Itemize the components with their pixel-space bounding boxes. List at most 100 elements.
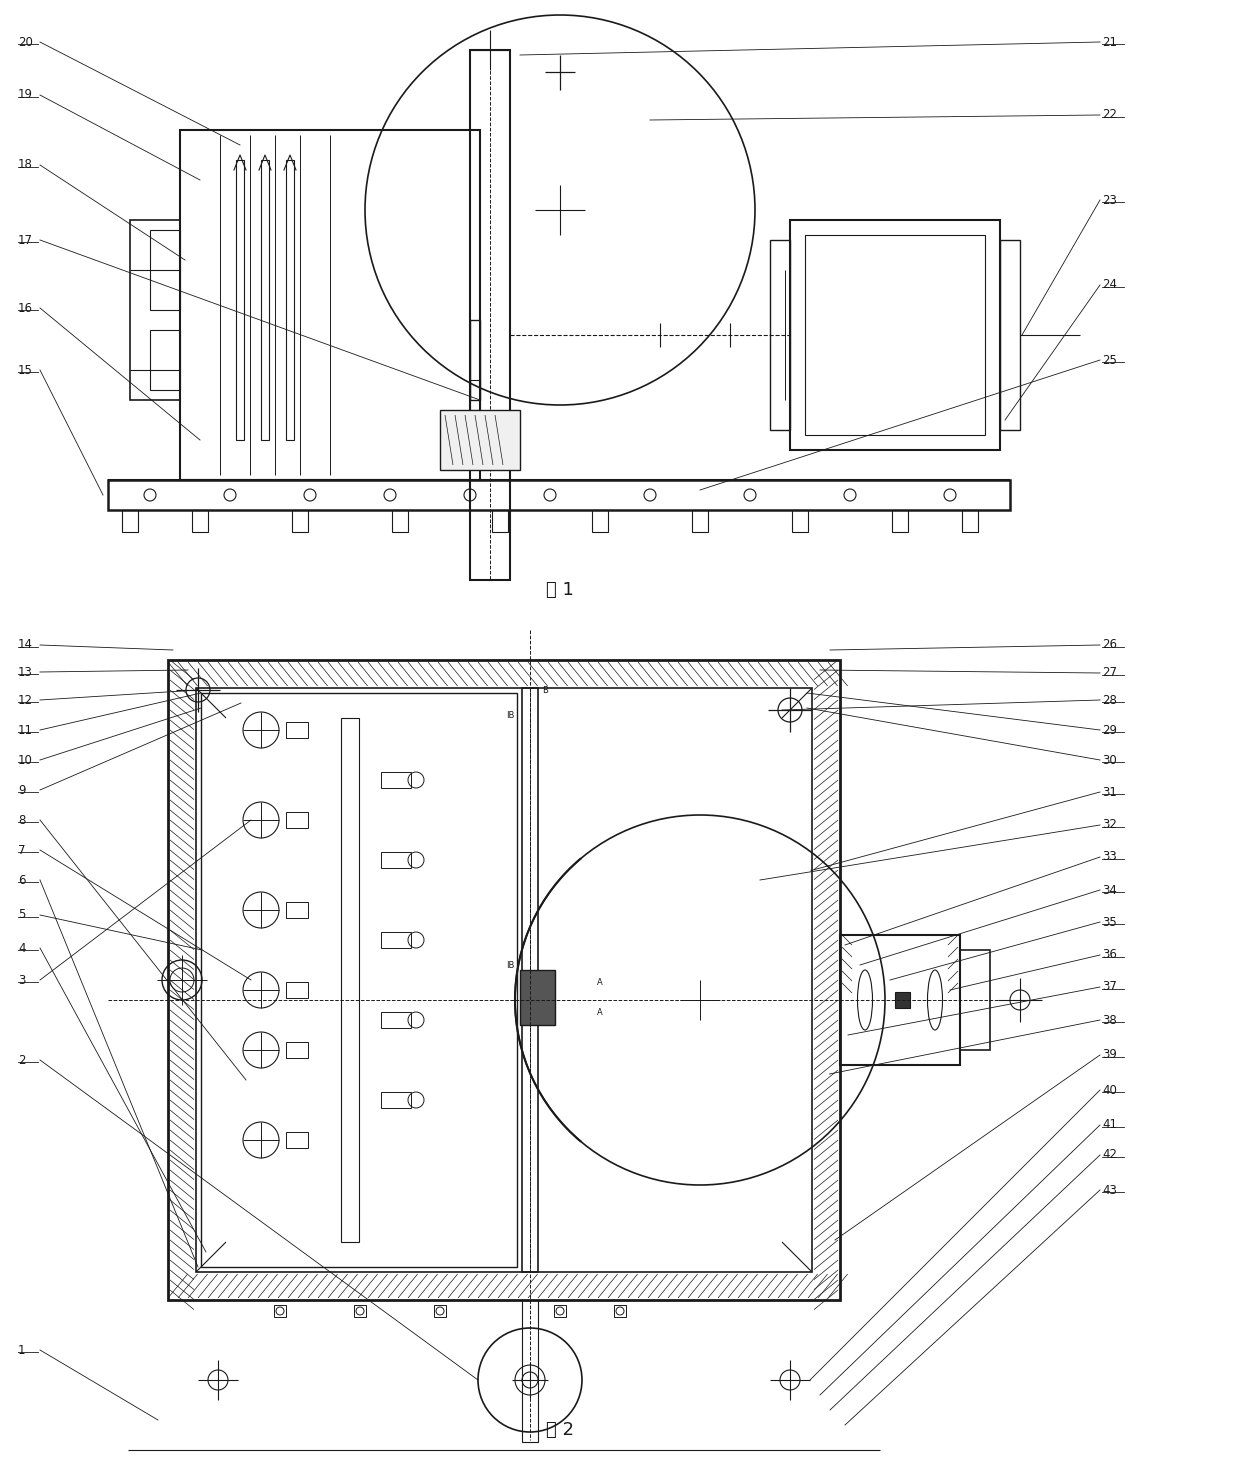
Text: 10: 10 [19, 753, 33, 766]
Text: 23: 23 [1102, 194, 1117, 206]
Bar [999, 240, 1021, 430]
Text: 38: 38 [1102, 1014, 1117, 1027]
Bar [286, 983, 308, 997]
Bar [470, 379, 480, 411]
Text: 25: 25 [1102, 354, 1117, 366]
Bar [522, 688, 538, 1272]
Bar [167, 659, 839, 1300]
Bar [381, 1012, 410, 1029]
Bar [790, 219, 999, 451]
Bar [434, 1306, 446, 1317]
Bar [381, 772, 410, 788]
Bar [381, 1092, 410, 1109]
Text: 37: 37 [1102, 981, 1117, 993]
Text: 18: 18 [19, 159, 33, 172]
Bar [291, 510, 308, 532]
Text: 9: 9 [19, 784, 26, 796]
Bar [286, 812, 308, 828]
Text: IB: IB [506, 960, 515, 971]
Bar [470, 50, 510, 579]
Bar [692, 510, 708, 532]
Text: 11: 11 [19, 723, 33, 737]
Text: 34: 34 [1102, 883, 1117, 897]
Text: A: A [598, 978, 603, 987]
Text: 2: 2 [19, 1054, 26, 1067]
Text: 43: 43 [1102, 1184, 1117, 1196]
Text: 6: 6 [19, 873, 26, 886]
Text: 36: 36 [1102, 948, 1117, 962]
Bar [286, 722, 308, 738]
Text: 19: 19 [19, 89, 33, 101]
Text: 8: 8 [19, 814, 25, 827]
Bar [470, 320, 480, 400]
Bar [895, 991, 910, 1008]
Bar [180, 130, 480, 480]
Bar [353, 1306, 366, 1317]
Text: 5: 5 [19, 908, 25, 922]
Bar [150, 230, 180, 310]
Text: 22: 22 [1102, 108, 1117, 122]
Bar [274, 1306, 286, 1317]
Text: 35: 35 [1102, 916, 1117, 929]
Bar [839, 935, 960, 1066]
Bar [770, 240, 790, 430]
Text: 3: 3 [19, 974, 25, 987]
Text: IB: IB [506, 711, 515, 720]
Bar [150, 330, 180, 390]
Text: 29: 29 [1102, 723, 1117, 737]
Text: 40: 40 [1102, 1083, 1117, 1097]
Bar [341, 717, 360, 1242]
Bar [381, 852, 410, 868]
Text: 13: 13 [19, 665, 33, 679]
Bar [108, 480, 1011, 510]
Text: 27: 27 [1102, 667, 1117, 680]
Text: 33: 33 [1102, 851, 1117, 864]
Bar [381, 932, 410, 948]
Text: 39: 39 [1102, 1048, 1117, 1061]
Text: 20: 20 [19, 36, 33, 49]
Text: 42: 42 [1102, 1149, 1117, 1162]
Bar [286, 1042, 308, 1058]
Text: 15: 15 [19, 363, 33, 376]
Bar [892, 510, 908, 532]
Text: 16: 16 [19, 301, 33, 314]
Text: B: B [542, 686, 548, 695]
Bar [392, 510, 408, 532]
Bar [591, 510, 608, 532]
Text: 17: 17 [19, 234, 33, 246]
Text: 7: 7 [19, 843, 26, 857]
Bar [286, 903, 308, 917]
Text: A: A [598, 1008, 603, 1017]
Text: 图 2: 图 2 [546, 1421, 574, 1439]
Bar [236, 160, 244, 440]
Bar [554, 1306, 565, 1317]
Text: 12: 12 [19, 694, 33, 707]
Text: 4: 4 [19, 941, 26, 954]
Text: 28: 28 [1102, 694, 1117, 707]
Bar [130, 219, 180, 400]
Text: 41: 41 [1102, 1119, 1117, 1131]
Bar [440, 411, 520, 470]
Text: 1: 1 [19, 1344, 26, 1356]
Bar [260, 160, 269, 440]
Text: 14: 14 [19, 639, 33, 652]
Bar [122, 510, 138, 532]
Bar [960, 950, 990, 1051]
Text: 31: 31 [1102, 785, 1117, 799]
Text: 24: 24 [1102, 279, 1117, 292]
Bar [201, 694, 517, 1267]
Text: 32: 32 [1102, 818, 1117, 831]
Bar [492, 510, 508, 532]
Bar [286, 1132, 308, 1149]
Bar [286, 160, 294, 440]
Bar [520, 971, 556, 1026]
Bar [196, 688, 812, 1272]
Text: 图 1: 图 1 [546, 581, 574, 599]
Text: 21: 21 [1102, 36, 1117, 49]
Bar [614, 1306, 626, 1317]
Bar [792, 510, 808, 532]
Bar [522, 1300, 538, 1442]
Bar [805, 236, 985, 436]
Text: 26: 26 [1102, 639, 1117, 652]
Bar [962, 510, 978, 532]
